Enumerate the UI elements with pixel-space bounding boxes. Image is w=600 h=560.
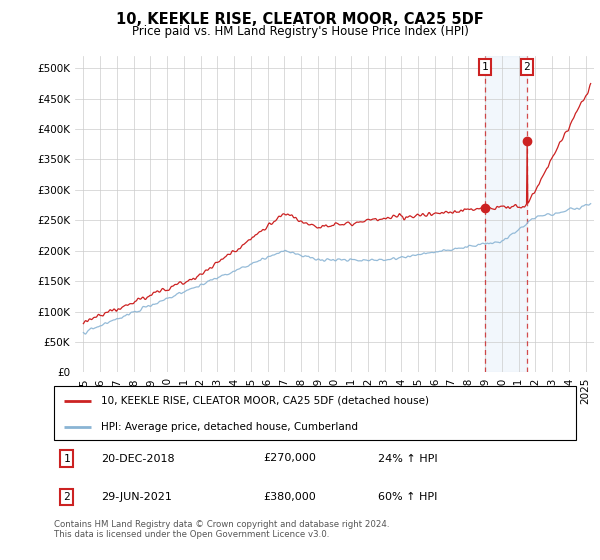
FancyBboxPatch shape [54, 386, 576, 440]
Text: 60% ↑ HPI: 60% ↑ HPI [377, 492, 437, 502]
Text: 1: 1 [64, 454, 70, 464]
Text: £270,000: £270,000 [263, 454, 316, 464]
Bar [485, 56, 527, 372]
Text: £380,000: £380,000 [263, 492, 316, 502]
Text: 10, KEEKLE RISE, CLEATOR MOOR, CA25 5DF: 10, KEEKLE RISE, CLEATOR MOOR, CA25 5DF [116, 12, 484, 27]
Text: 29-JUN-2021: 29-JUN-2021 [101, 492, 172, 502]
Text: 2: 2 [64, 492, 70, 502]
Text: 1: 1 [481, 62, 488, 72]
Text: 10, KEEKLE RISE, CLEATOR MOOR, CA25 5DF (detached house): 10, KEEKLE RISE, CLEATOR MOOR, CA25 5DF … [101, 396, 429, 406]
Text: 20-DEC-2018: 20-DEC-2018 [101, 454, 175, 464]
Text: 24% ↑ HPI: 24% ↑ HPI [377, 454, 437, 464]
Text: Price paid vs. HM Land Registry's House Price Index (HPI): Price paid vs. HM Land Registry's House … [131, 25, 469, 38]
Text: Contains HM Land Registry data © Crown copyright and database right 2024.
This d: Contains HM Land Registry data © Crown c… [54, 520, 389, 539]
Text: HPI: Average price, detached house, Cumberland: HPI: Average price, detached house, Cumb… [101, 422, 358, 432]
Text: 2: 2 [523, 62, 530, 72]
